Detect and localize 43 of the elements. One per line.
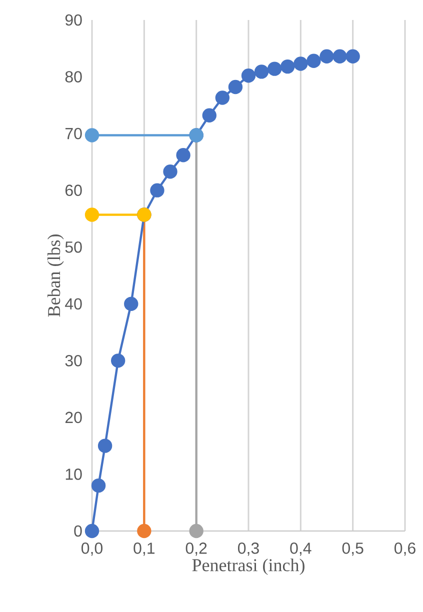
point — [124, 296, 138, 311]
point — [91, 478, 106, 493]
x-tick-label: 0,4 — [290, 542, 312, 556]
y-tick-label: 60 — [65, 184, 82, 196]
point — [163, 164, 178, 179]
point — [332, 49, 347, 64]
point — [254, 64, 269, 79]
point — [150, 183, 164, 198]
point — [228, 80, 243, 94]
point — [202, 108, 216, 122]
point — [320, 49, 334, 64]
point — [110, 354, 126, 368]
y-tick-label: 90 — [65, 14, 82, 26]
y-tick-label: 10 — [66, 468, 82, 480]
point — [84, 524, 100, 538]
point — [137, 524, 152, 538]
point — [346, 49, 360, 64]
x-tick-label: 0,6 — [394, 542, 416, 556]
point — [176, 148, 190, 162]
point — [189, 524, 204, 538]
point — [241, 68, 256, 83]
point — [280, 59, 295, 74]
y-axis-title: Beban (lbs) — [47, 234, 64, 317]
y-tick-label: 20 — [65, 412, 82, 424]
x-tick-label: 0,5 — [342, 542, 364, 556]
y-tick-label: 70 — [65, 128, 82, 140]
point — [267, 62, 282, 76]
x-tick-label: 0,0 — [82, 542, 102, 556]
y-tick-label: 30 — [65, 355, 82, 366]
point — [84, 208, 100, 222]
point — [306, 54, 321, 68]
x-tick-label: 0,3 — [238, 542, 259, 556]
y-tick-label: 80 — [65, 71, 82, 82]
y-tick-label: 40 — [65, 298, 82, 310]
point — [294, 56, 308, 71]
point — [84, 128, 100, 142]
point — [215, 90, 230, 105]
point — [98, 438, 112, 453]
x-axis-title: Penetrasi (inch) — [192, 558, 304, 575]
x-tick-label: 0,2 — [186, 542, 207, 556]
x-tick-label: 0,1 — [134, 542, 154, 556]
y-tick-label: 50 — [65, 241, 82, 253]
y-tick-label: 0 — [74, 525, 82, 537]
